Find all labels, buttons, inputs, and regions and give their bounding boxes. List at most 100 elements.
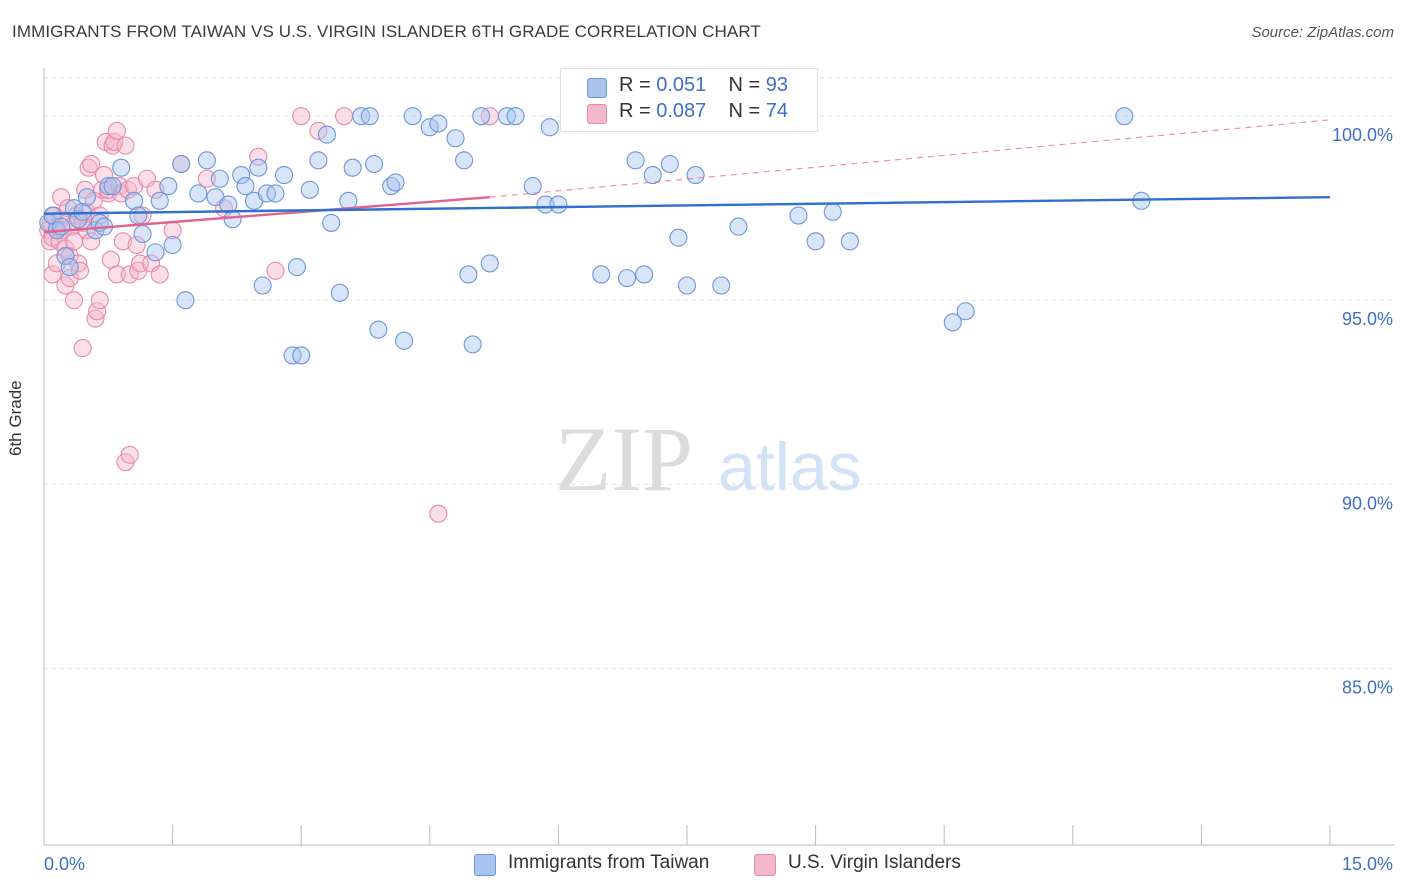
data-point-taiwan xyxy=(223,210,242,229)
legend-r-label: R = xyxy=(619,74,651,96)
legend-r-value-virgin-islanders: 0.087 xyxy=(656,100,707,122)
data-point-taiwan xyxy=(232,166,251,185)
x-tick-label-min: 0.0% xyxy=(44,854,85,874)
data-point-taiwan xyxy=(840,232,859,251)
trend-line-virgin-islanders xyxy=(43,195,490,234)
data-point-taiwan xyxy=(626,151,645,170)
data-point-taiwan xyxy=(643,166,662,185)
data-point-virgin-islanders xyxy=(429,504,448,523)
data-point-virgin-islanders xyxy=(82,232,101,251)
data-point-taiwan xyxy=(943,313,962,332)
data-point-taiwan xyxy=(540,118,559,137)
data-point-taiwan xyxy=(669,228,688,247)
legend-n-label: N = xyxy=(728,74,761,96)
y-tick-label: 90.0% xyxy=(1342,493,1393,513)
data-point-taiwan xyxy=(287,258,306,277)
data-point-virgin-islanders xyxy=(86,309,105,328)
data-point-taiwan xyxy=(309,151,328,170)
data-point-taiwan xyxy=(236,177,255,196)
y-tick-label: 95.0% xyxy=(1342,309,1393,329)
data-point-taiwan xyxy=(322,213,341,232)
data-point-taiwan xyxy=(129,206,148,225)
series-taiwan-points xyxy=(39,107,1151,365)
data-point-taiwan xyxy=(253,276,272,295)
data-point-taiwan xyxy=(197,151,216,170)
data-point-taiwan xyxy=(823,202,842,221)
data-point-taiwan xyxy=(523,177,542,196)
legend-swatch-blue xyxy=(587,78,607,98)
data-point-virgin-islanders xyxy=(73,339,92,358)
data-point-taiwan xyxy=(592,265,611,284)
data-point-taiwan xyxy=(956,302,975,321)
data-point-taiwan xyxy=(176,291,195,310)
data-point-virgin-islanders xyxy=(107,121,126,140)
data-point-virgin-islanders xyxy=(82,154,101,174)
data-point-taiwan xyxy=(506,107,525,126)
data-point-taiwan xyxy=(1115,107,1134,126)
data-point-taiwan xyxy=(660,154,679,174)
data-point-taiwan xyxy=(189,184,208,203)
data-point-taiwan xyxy=(150,191,169,210)
data-point-taiwan xyxy=(429,114,448,133)
data-point-taiwan xyxy=(480,254,499,273)
data-point-taiwan xyxy=(455,151,474,170)
y-axis-label: 6th Grade xyxy=(6,380,25,456)
data-point-taiwan xyxy=(219,195,238,214)
data-point-taiwan xyxy=(806,232,825,251)
watermark: ZIP atlas xyxy=(555,408,862,510)
data-point-taiwan xyxy=(789,206,808,225)
data-point-taiwan xyxy=(343,158,362,177)
series-legend: Immigrants from Taiwan U.S. Virgin Islan… xyxy=(0,852,1406,878)
data-point-virgin-islanders xyxy=(127,235,146,255)
data-point-virgin-islanders xyxy=(292,107,311,126)
tick-labels: 85.0% 90.0% 95.0% 100.0% 0.0% 15.0% xyxy=(44,125,1393,874)
y-tick-label: 85.0% xyxy=(1342,677,1393,697)
data-point-taiwan xyxy=(369,320,388,339)
data-point-taiwan xyxy=(686,166,705,185)
data-point-virgin-islanders xyxy=(116,136,135,155)
data-point-taiwan xyxy=(172,154,191,174)
axes xyxy=(43,68,1394,846)
legend-label-taiwan: Immigrants from Taiwan xyxy=(508,852,710,873)
data-point-taiwan xyxy=(395,331,414,350)
series-virgin-islanders-points xyxy=(39,107,499,523)
data-point-taiwan xyxy=(77,188,96,207)
data-point-taiwan xyxy=(99,177,118,196)
correlation-legend: R = 0.051 N = 93 R = 0.087 N = 74 xyxy=(560,68,818,132)
data-point-taiwan xyxy=(133,224,152,244)
data-point-virgin-islanders xyxy=(64,291,84,310)
legend-n-label: N = xyxy=(728,100,761,122)
data-point-virgin-islanders xyxy=(105,132,124,151)
data-point-taiwan xyxy=(210,169,229,188)
data-point-virgin-islanders xyxy=(52,188,71,207)
data-point-taiwan xyxy=(103,177,122,196)
data-point-virgin-islanders xyxy=(107,265,126,284)
data-point-taiwan xyxy=(403,107,422,126)
data-point-virgin-islanders xyxy=(70,261,90,280)
trend-line-virgin-islanders-extended xyxy=(489,119,1331,198)
trend-line-taiwan xyxy=(43,195,1331,215)
data-point-virgin-islanders xyxy=(88,302,107,321)
data-point-taiwan xyxy=(677,276,697,295)
data-point-taiwan xyxy=(536,195,555,214)
data-point-taiwan xyxy=(163,235,182,255)
data-point-taiwan xyxy=(292,346,311,365)
legend-swatch-pink xyxy=(587,104,607,124)
legend-n-value-virgin-islanders: 74 xyxy=(765,100,789,122)
legend-label-virgin-islanders: U.S. Virgin Islanders xyxy=(788,852,961,873)
chart-title: IMMIGRANTS FROM TAIWAN VS U.S. VIRGIN IS… xyxy=(12,22,761,41)
data-point-taiwan xyxy=(472,107,491,126)
data-point-taiwan xyxy=(56,246,75,266)
data-point-taiwan xyxy=(249,158,268,177)
y-tick-label: 100.0% xyxy=(1332,125,1393,145)
legend-swatch-blue xyxy=(474,854,496,876)
data-point-taiwan xyxy=(317,125,336,144)
data-point-virgin-islanders xyxy=(43,265,62,284)
data-point-taiwan xyxy=(386,173,405,192)
data-point-taiwan xyxy=(275,166,294,185)
data-point-taiwan xyxy=(459,265,478,284)
grid-lines xyxy=(44,77,1394,669)
data-point-taiwan xyxy=(266,184,285,203)
watermark-atlas: atlas xyxy=(718,429,862,505)
data-point-taiwan xyxy=(463,335,482,354)
